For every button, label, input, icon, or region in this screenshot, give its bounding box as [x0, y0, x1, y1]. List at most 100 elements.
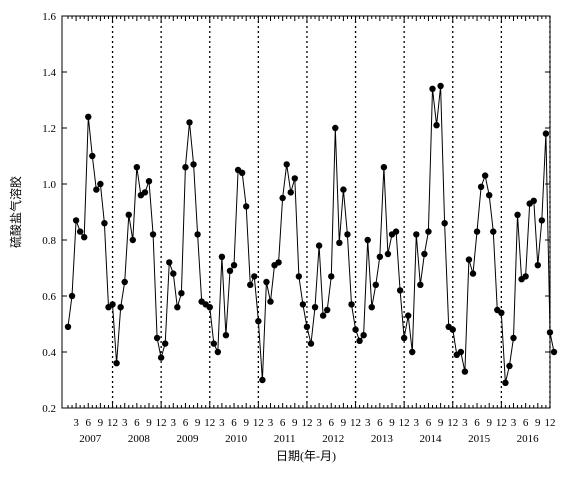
data-point	[141, 189, 149, 196]
series-sulfate-aerosol	[64, 82, 558, 386]
year-label: 2010	[225, 433, 248, 445]
data-point	[64, 323, 72, 330]
data-point	[279, 194, 286, 202]
data-point	[332, 124, 339, 132]
data-point	[166, 259, 173, 266]
data-point	[510, 334, 517, 342]
data-point	[178, 290, 185, 297]
year-label: 2012	[322, 433, 344, 445]
data-point	[76, 228, 84, 235]
data-point	[396, 287, 404, 294]
data-point	[170, 270, 177, 277]
x-tick-label: 3	[365, 417, 371, 429]
data-point	[255, 318, 262, 325]
x-tick-label: 6	[329, 417, 335, 429]
x-tick-label: 3	[73, 417, 79, 429]
data-point	[218, 253, 226, 260]
data-point	[364, 236, 371, 244]
year-label: 2015	[468, 433, 491, 445]
data-point	[356, 337, 363, 344]
data-point	[352, 326, 359, 333]
x-tick-label: 3	[122, 417, 128, 429]
x-tick-label: 9	[438, 417, 444, 429]
x-tick-label: 12	[496, 417, 507, 429]
data-point	[506, 362, 513, 370]
data-point	[425, 228, 432, 235]
year-label: 2013	[371, 433, 394, 445]
data-point	[530, 197, 537, 204]
data-point	[392, 228, 400, 235]
data-point	[303, 323, 311, 330]
data-point	[174, 304, 181, 311]
data-point	[380, 164, 388, 171]
data-point	[230, 262, 238, 269]
data-point	[129, 236, 136, 244]
x-tick-label: 12	[447, 417, 458, 429]
data-point	[441, 220, 448, 227]
data-point	[93, 186, 100, 193]
data-point	[433, 122, 440, 129]
x-tick-label: 6	[280, 417, 286, 429]
x-tick-label: 9	[195, 417, 201, 429]
data-point	[121, 278, 128, 286]
data-point	[477, 183, 485, 190]
x-tick-label: 6	[86, 417, 92, 429]
data-point	[263, 278, 270, 286]
x-tick-label: 3	[414, 417, 420, 429]
data-point	[336, 239, 343, 246]
data-point	[307, 340, 315, 347]
data-point	[125, 211, 132, 218]
data-point	[190, 161, 197, 168]
data-point	[72, 217, 80, 224]
x-tick-label: 12	[156, 417, 167, 429]
data-point	[222, 332, 230, 339]
data-point	[259, 376, 266, 384]
data-point	[344, 231, 351, 238]
data-point	[267, 298, 274, 305]
data-point	[538, 217, 546, 224]
data-point	[324, 306, 331, 314]
y-tick-label: 0.8	[42, 235, 56, 247]
x-tick-label: 3	[268, 417, 274, 429]
data-point	[89, 152, 96, 160]
data-point	[210, 340, 217, 347]
data-point	[486, 192, 493, 199]
data-point	[243, 203, 250, 210]
data-point	[340, 186, 347, 193]
year-label: 2011	[274, 433, 296, 445]
y-tick-label: 1.2	[42, 123, 56, 135]
x-tick-label: 12	[107, 417, 118, 429]
x-tick-label: 6	[474, 417, 480, 429]
x-tick-label: 12	[544, 417, 555, 429]
x-tick-label: 12	[399, 417, 410, 429]
data-point	[291, 175, 298, 182]
data-point	[429, 85, 436, 93]
data-point	[498, 309, 505, 316]
data-point	[214, 348, 222, 356]
data-point	[368, 304, 375, 311]
data-point	[400, 334, 408, 342]
data-point	[473, 228, 481, 235]
data-point	[372, 281, 379, 288]
y-tick-label: 1.6	[42, 11, 56, 23]
x-tick-label: 9	[535, 417, 541, 429]
data-point	[514, 211, 521, 218]
year-label: 2009	[176, 433, 199, 445]
data-point	[157, 354, 165, 361]
data-point	[194, 231, 201, 238]
data-point	[275, 259, 282, 266]
year-label: 2007	[79, 433, 102, 445]
x-tick-label: 3	[316, 417, 322, 429]
data-point	[81, 234, 88, 241]
data-point	[247, 281, 254, 288]
data-point	[522, 273, 529, 280]
x-tick-label: 9	[243, 417, 249, 429]
data-point	[85, 113, 92, 121]
data-point	[437, 82, 444, 90]
data-point	[287, 189, 294, 196]
data-point	[283, 161, 290, 168]
data-point	[145, 178, 153, 185]
x-tick-label: 3	[219, 417, 225, 429]
y-axis: 0.2 0.4 0.6 0.8 1.0 1.2 1.4 1.6	[42, 11, 550, 415]
data-point	[550, 348, 558, 356]
